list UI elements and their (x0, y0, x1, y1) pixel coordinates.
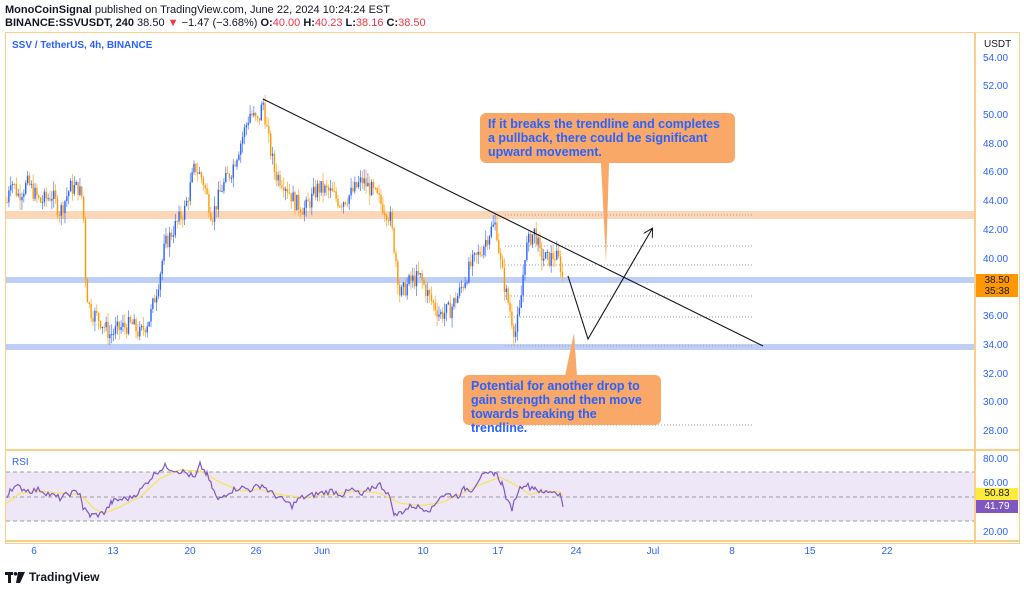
tradingview-logo[interactable]: TradingView (5, 570, 99, 584)
price-tick: 30.00 (983, 397, 1009, 408)
price-tick: 36.00 (983, 311, 1009, 322)
price-tick: 32.00 (983, 369, 1009, 380)
brand-name: TradingView (29, 570, 100, 584)
close-value: 38.50 (398, 17, 426, 29)
author-name[interactable]: MonoCoinSignal (5, 4, 92, 16)
price-tick: 46.00 (983, 167, 1009, 178)
last-price: 38.50 (137, 17, 165, 29)
rsi-tick: 20.00 (983, 527, 1009, 538)
annotation-upper[interactable]: If it breaks the trendline and completes… (480, 113, 735, 163)
symbol-info: BINANCE:SSVUSDT, 240 38.50 ▼ −1.47 (−3.6… (5, 17, 426, 29)
price-axis-separator (974, 32, 976, 544)
date-tick: 8 (729, 546, 735, 557)
date-tick: 13 (107, 546, 119, 557)
chart-frame (5, 32, 1020, 544)
dotted-levels (505, 214, 752, 426)
annotation-lower[interactable]: Potential for another drop to gain stren… (463, 375, 661, 435)
chart-title[interactable]: SSV / TetherUS, 4h, BINANCE (12, 40, 153, 51)
rsi-title[interactable]: RSI (12, 457, 29, 468)
publish-text: published on TradingView.com, June 22, 2… (91, 4, 390, 16)
price-tick: 50.00 (983, 110, 1009, 121)
price-tick: 34.00 (983, 340, 1009, 351)
high-label: H: (303, 17, 315, 29)
candle-countdown: 35:38 (984, 286, 1010, 297)
price-tick: 28.00 (983, 426, 1009, 437)
price-tick: 48.00 (983, 139, 1009, 150)
date-tick: Jul (646, 546, 660, 557)
open-value: 40.00 (272, 17, 301, 29)
date-tick: 24 (570, 546, 582, 557)
date-tick: 22 (881, 546, 893, 557)
currency-label[interactable]: USDT (984, 39, 1012, 50)
candlestick-series (6, 94, 564, 346)
support-zone-mid (6, 277, 974, 283)
descending-trendline (262, 98, 764, 347)
rsi-line (6, 459, 564, 519)
price-change: −1.47 (−3.68%) (181, 17, 258, 29)
price-tick: 42.00 (983, 225, 1009, 236)
high-value: 40.23 (314, 17, 343, 29)
low-label: L: (345, 17, 356, 29)
projection-path (567, 229, 652, 341)
price-tick: 54.00 (983, 53, 1009, 64)
time-axis-separator (5, 540, 1020, 542)
callout-tail-upper (601, 163, 609, 262)
symbol-name: BINANCE:SSVUSDT, 240 (5, 17, 134, 29)
rsi-tick: 60.00 (983, 478, 1009, 489)
rsi-value-tag: 41.79 (976, 500, 1018, 513)
publish-info: MonoCoinSignal published on TradingView.… (5, 4, 390, 16)
price-tick: 44.00 (983, 196, 1009, 207)
date-tick: 26 (250, 546, 262, 557)
date-tick: 20 (184, 546, 196, 557)
resistance-zone (6, 211, 974, 219)
rsi-tick: 80.00 (983, 454, 1009, 465)
date-tick: 15 (804, 546, 816, 557)
last-price-tag: 38.50 35:38 (976, 274, 1018, 297)
low-value: 38.16 (355, 17, 384, 29)
down-arrow-icon: ▼ (167, 17, 179, 29)
callout-tail-lower (565, 333, 577, 376)
date-tick: 10 (417, 546, 429, 557)
date-tick: Jun (313, 546, 331, 557)
price-tick: 40.00 (983, 254, 1009, 265)
last-price-value: 38.50 (984, 275, 1010, 286)
date-tick: 17 (492, 546, 504, 557)
rsi-ma-value-tag: 50.83 (976, 488, 1018, 500)
tradingview-logo-icon (5, 571, 25, 583)
open-label: O: (260, 17, 273, 29)
price-tick: 52.00 (983, 81, 1009, 92)
pane-separator[interactable] (5, 449, 1020, 451)
close-label: C: (386, 17, 399, 29)
support-zone-low (6, 344, 974, 350)
date-tick: 6 (31, 546, 37, 557)
